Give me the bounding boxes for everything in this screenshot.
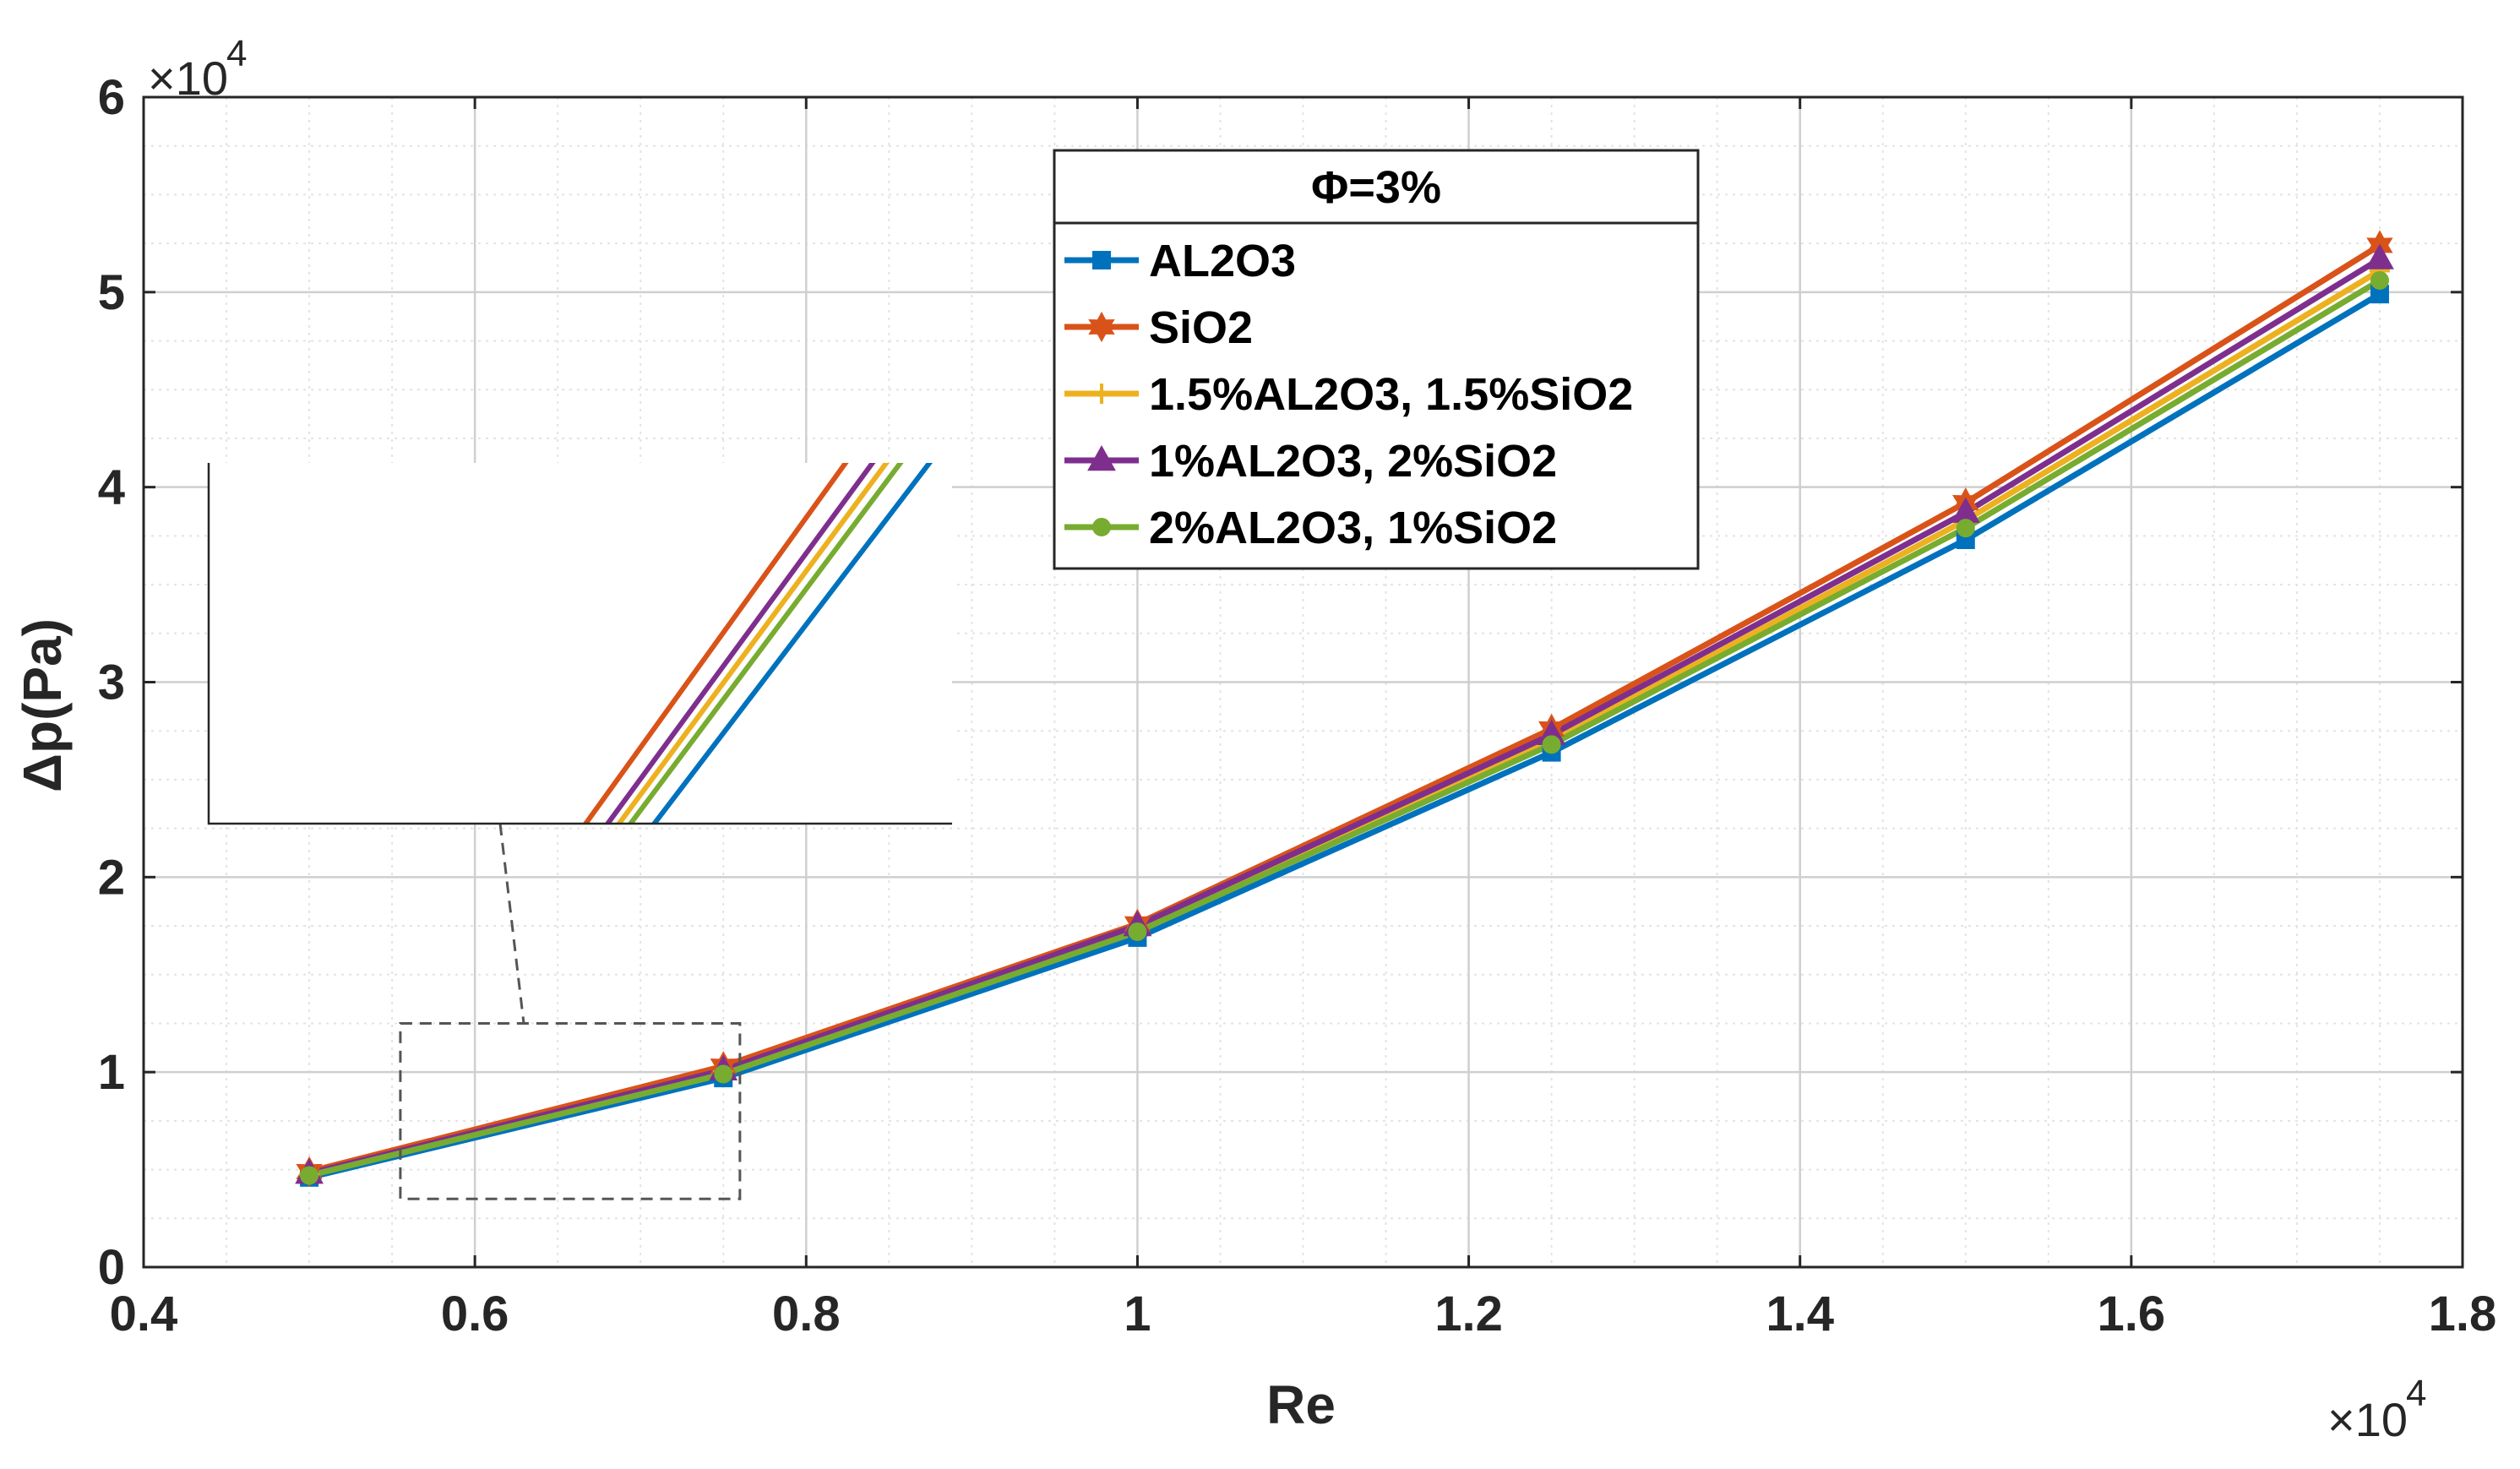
x-tick-label: 1.4 <box>1766 1287 1834 1341</box>
x-exponent-power: 4 <box>2406 1373 2426 1414</box>
legend-label-4: 2%AL2O3, 1%SiO2 <box>1149 503 1557 553</box>
axis-ticks <box>142 95 2464 1269</box>
series-line-1 <box>308 242 2381 1175</box>
inset-background <box>209 463 952 824</box>
data-point-3-5 <box>2365 243 2394 269</box>
data-point-4-1 <box>714 1064 733 1084</box>
y-exponent-base: ×10 <box>148 52 228 105</box>
x-tick-label: 0.6 <box>441 1287 509 1341</box>
series-line-3 <box>308 256 2381 1177</box>
inset-series-line-1 <box>582 463 849 824</box>
legend-title: Φ=3% <box>1311 162 1441 213</box>
legend-label-0: AL2O3 <box>1149 236 1296 286</box>
x-tick-label: 1.2 <box>1434 1287 1503 1341</box>
x-tick-label: 0.4 <box>110 1287 178 1341</box>
x-tick-label: 1 <box>1124 1287 1151 1341</box>
data-point-4-3 <box>1542 735 1561 754</box>
x-exponent: ×10 4 <box>2327 1373 2426 1446</box>
inset-series-line-4 <box>627 463 904 824</box>
inset-connector-line <box>498 823 525 1024</box>
series-markers <box>295 230 2394 1187</box>
legend-swatch-marker-3 <box>1087 444 1116 471</box>
legend-label-1: SiO2 <box>1149 302 1253 353</box>
data-point-4-5 <box>2370 270 2389 290</box>
y-tick-labels: 0 1 2 3 4 5 6 <box>98 70 125 1295</box>
x-tick-label: 1.6 <box>2098 1287 2166 1341</box>
inset-series-lines <box>582 463 933 824</box>
series-line-4 <box>308 277 2381 1178</box>
y-tick-label: 1 <box>98 1045 125 1100</box>
series-lines <box>308 242 2381 1181</box>
inset-axes <box>207 463 952 825</box>
data-point-4-0 <box>300 1166 319 1185</box>
y-exponent: ×10 4 <box>148 33 247 105</box>
y-tick-label: 4 <box>98 460 125 515</box>
x-axis-label: Re <box>1266 1374 1336 1435</box>
data-point-4-2 <box>1128 922 1147 941</box>
y-exponent-power: 4 <box>226 33 247 74</box>
inset-series-line-3 <box>604 463 876 824</box>
inset-zoom-plot <box>207 463 952 825</box>
x-tick-labels: 0.4 0.6 0.8 1 1.2 1.4 1.6 1.8 <box>110 1287 2497 1341</box>
legend-entries: AL2O3 SiO2 1.5%AL2O3, 1.5%SiO2 1%AL2O3, 2%S… <box>1064 236 1633 553</box>
legend-swatch-marker-2 <box>1091 384 1112 404</box>
legend-label-3: 1%AL2O3, 2%SiO2 <box>1149 436 1557 487</box>
x-tick-label: 1.8 <box>2429 1287 2497 1341</box>
y-axis-label: Δp(Pa) <box>12 618 73 792</box>
series-line-0 <box>308 291 2381 1181</box>
y-tick-label: 0 <box>98 1240 125 1295</box>
legend-label-2: 1.5%AL2O3, 1.5%SiO2 <box>1149 369 1633 420</box>
inset-series-line-2 <box>616 463 890 824</box>
y-tick-label: 3 <box>98 656 125 710</box>
inset-zoom-region <box>399 1021 742 1200</box>
legend-swatch-marker-4 <box>1092 518 1111 536</box>
legend-box <box>1053 149 1700 570</box>
legend-swatch-marker-0 <box>1092 251 1111 269</box>
legend: Φ=3% AL2O3 SiO2 1.5%AL2O3, 1.5%SiO2 1%AL2O3… <box>1053 149 1700 570</box>
x-exponent-base: ×10 <box>2327 1393 2408 1446</box>
legend-swatch-marker-1 <box>1088 311 1115 343</box>
y-tick-label: 6 <box>98 70 125 125</box>
x-tick-label: 0.8 <box>772 1287 841 1341</box>
data-point-4-4 <box>1956 519 1975 538</box>
y-tick-label: 5 <box>98 265 125 320</box>
y-tick-label: 2 <box>98 850 125 905</box>
inset-series-line-0 <box>650 463 933 824</box>
